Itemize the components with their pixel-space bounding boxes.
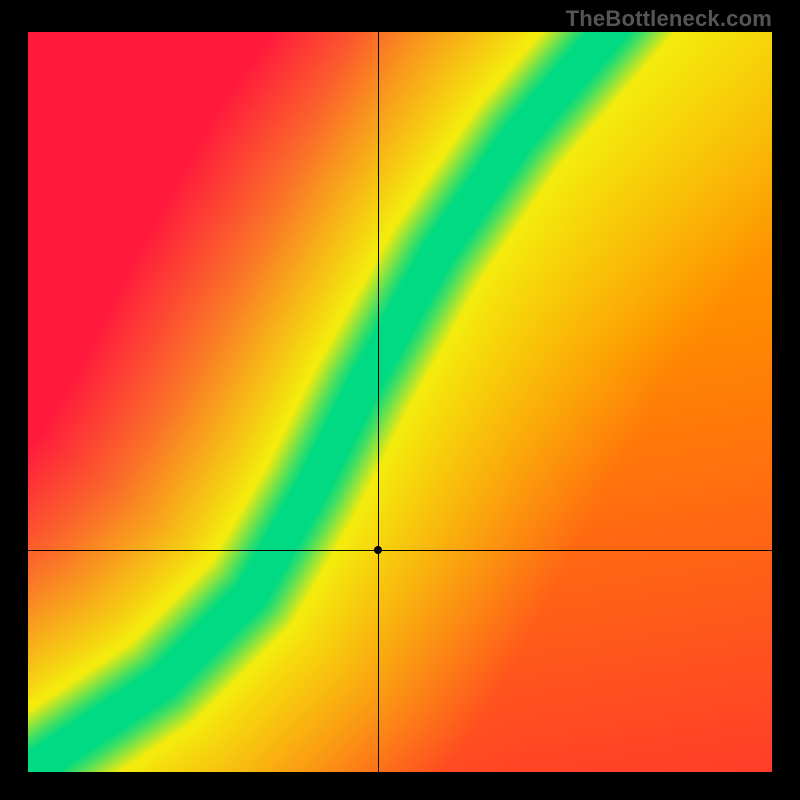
- crosshair-horizontal: [28, 550, 772, 551]
- bottleneck-heatmap: [28, 32, 772, 772]
- plot-box: [28, 32, 772, 772]
- selection-marker: [374, 546, 382, 554]
- chart-container: [0, 32, 800, 800]
- watermark-text: TheBottleneck.com: [0, 0, 800, 32]
- crosshair-vertical: [378, 32, 379, 772]
